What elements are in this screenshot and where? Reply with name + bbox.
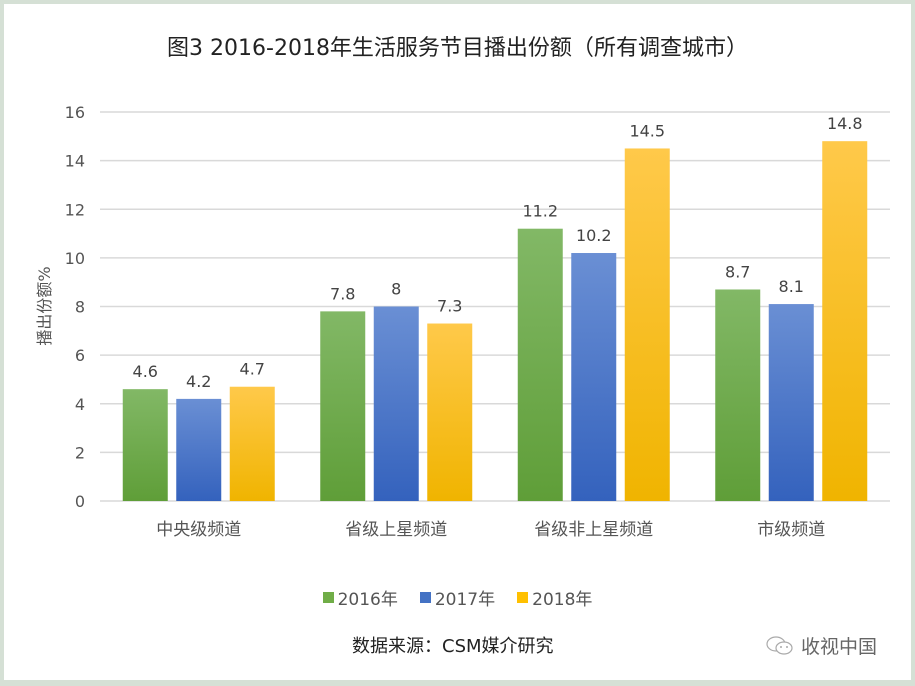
legend-swatch bbox=[322, 592, 334, 603]
bar bbox=[176, 398, 222, 501]
watermark-text: 收视中国 bbox=[801, 636, 878, 658]
legend-item: 2018年 bbox=[517, 585, 592, 610]
bar bbox=[517, 228, 563, 501]
data-label: 4.7 bbox=[240, 360, 265, 379]
y-tick-label: 12 bbox=[65, 200, 85, 219]
bar bbox=[768, 304, 814, 501]
data-label: 8.1 bbox=[779, 277, 804, 296]
wechat-icon bbox=[766, 635, 793, 655]
y-tick-label: 2 bbox=[75, 443, 85, 462]
chart-title: 图3 2016-2018年生活服务节目播出份额（所有调查城市） bbox=[167, 36, 748, 61]
legend-item: 2016年 bbox=[322, 585, 398, 610]
legend-item: 2017年 bbox=[419, 585, 496, 610]
y-axis-label: 播出份额% bbox=[35, 266, 54, 345]
bar bbox=[822, 141, 868, 502]
legend-label: 2016年 bbox=[337, 590, 398, 610]
bar bbox=[624, 148, 670, 501]
bar bbox=[122, 389, 168, 501]
legend: 2016年 2017年 2018年 bbox=[0, 585, 915, 610]
bar bbox=[373, 306, 419, 501]
x-tick-label: 中央级频道 bbox=[156, 520, 241, 540]
data-label: 4.6 bbox=[133, 362, 158, 381]
bar bbox=[320, 311, 366, 501]
data-label: 10.2 bbox=[576, 226, 612, 245]
x-tick-label: 省级上星频道 bbox=[345, 520, 447, 540]
watermark: 收视中国 bbox=[765, 632, 877, 659]
legend-swatch bbox=[517, 592, 529, 603]
bar bbox=[571, 253, 617, 501]
legend-label: 2017年 bbox=[434, 590, 496, 610]
x-tick-label: 市级频道 bbox=[757, 520, 825, 540]
bar bbox=[229, 386, 275, 501]
source-note: 数据来源：CSM媒介研究 bbox=[352, 636, 554, 657]
legend-swatch bbox=[419, 592, 431, 603]
data-label: 8.7 bbox=[725, 262, 750, 281]
x-tick-label: 省级非上星频道 bbox=[534, 520, 653, 540]
y-tick-label: 6 bbox=[75, 346, 85, 365]
y-tick-label: 14 bbox=[65, 152, 85, 171]
bar bbox=[427, 323, 473, 501]
data-label: 8 bbox=[391, 280, 401, 299]
bar bbox=[715, 289, 761, 501]
data-label: 7.3 bbox=[437, 297, 462, 316]
y-tick-label: 16 bbox=[65, 103, 85, 122]
data-label: 4.2 bbox=[186, 372, 211, 391]
data-label: 7.8 bbox=[330, 284, 355, 303]
y-tick-label: 8 bbox=[75, 298, 85, 317]
data-label: 14.5 bbox=[629, 121, 665, 140]
data-label: 11.2 bbox=[522, 202, 558, 221]
legend-label: 2018年 bbox=[532, 590, 593, 610]
y-tick-label: 0 bbox=[75, 492, 85, 511]
y-tick-label: 10 bbox=[65, 249, 85, 268]
y-tick-label: 4 bbox=[75, 395, 85, 414]
data-label: 14.8 bbox=[827, 114, 863, 133]
